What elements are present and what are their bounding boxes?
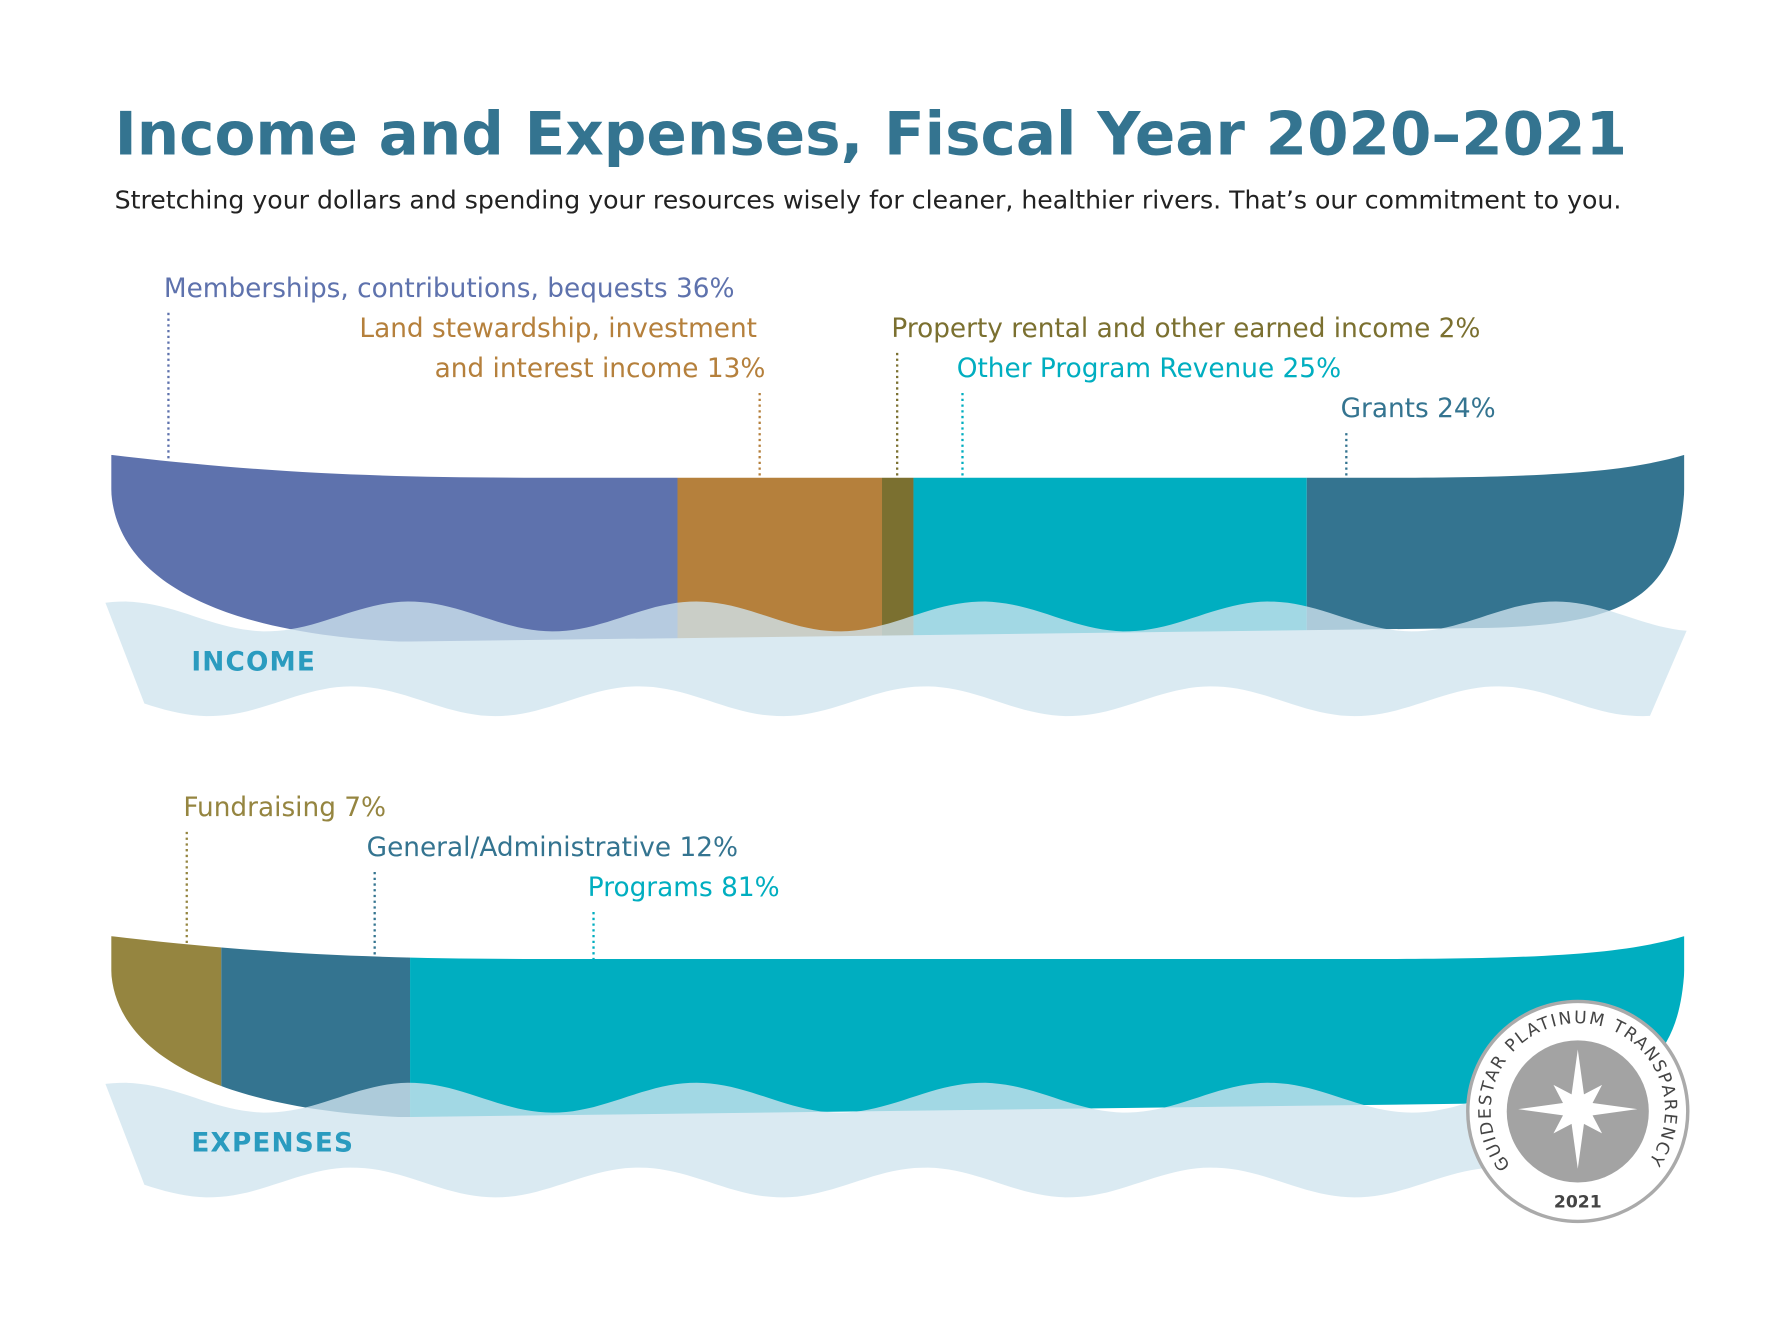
segment-label: General/Administrative 12% (367, 833, 738, 863)
segment-label: Land stewardship, investment and interes… (359, 314, 765, 384)
legend-entry: Land stewardship, investment and interes… (359, 314, 765, 384)
page-title: Income and Expenses, Fiscal Year 2020–20… (115, 101, 1627, 170)
badge-year: 2021 (1554, 1193, 1602, 1213)
value-label: 81% (721, 873, 780, 903)
legend-entry: Programs (588, 873, 713, 903)
bar-segment (882, 454, 914, 642)
legend-entry: Grants (1341, 394, 1429, 424)
page-subtitle: Stretching your dollars and spending you… (115, 186, 1622, 215)
segment-label: Property rental and other earned income … (891, 314, 1480, 344)
segment-label: Grants 24% (1341, 394, 1496, 424)
badge-star (1518, 1049, 1638, 1169)
chart-label: INCOME (191, 647, 316, 677)
value-label: 13% (707, 354, 766, 384)
segment-label: Memberships, contributions, bequests 36% (164, 274, 735, 304)
canoe (111, 454, 1685, 642)
value-label: 12% (679, 833, 738, 863)
value-label: 25% (1283, 354, 1342, 384)
value-label: 2% (1439, 314, 1481, 344)
segment-label: Fundraising 7% (183, 793, 386, 823)
chart-label: EXPENSES (191, 1129, 354, 1159)
value-label: 7% (344, 793, 386, 823)
value-label: 36% (676, 274, 735, 304)
legend-entry: Other Program Revenue (957, 354, 1274, 384)
water (105, 1082, 1687, 1198)
legend-entry: Memberships, contributions, bequests (164, 274, 668, 304)
legend-entry: Fundraising (183, 793, 336, 823)
segment-label: Programs 81% (588, 873, 780, 903)
water (105, 601, 1687, 717)
value-label: 24% (1437, 394, 1496, 424)
segment-label: Other Program Revenue 25% (957, 354, 1341, 384)
legend-entry: General/Administrative (367, 833, 671, 863)
legend-entry: Property rental and other earned income (891, 314, 1430, 344)
